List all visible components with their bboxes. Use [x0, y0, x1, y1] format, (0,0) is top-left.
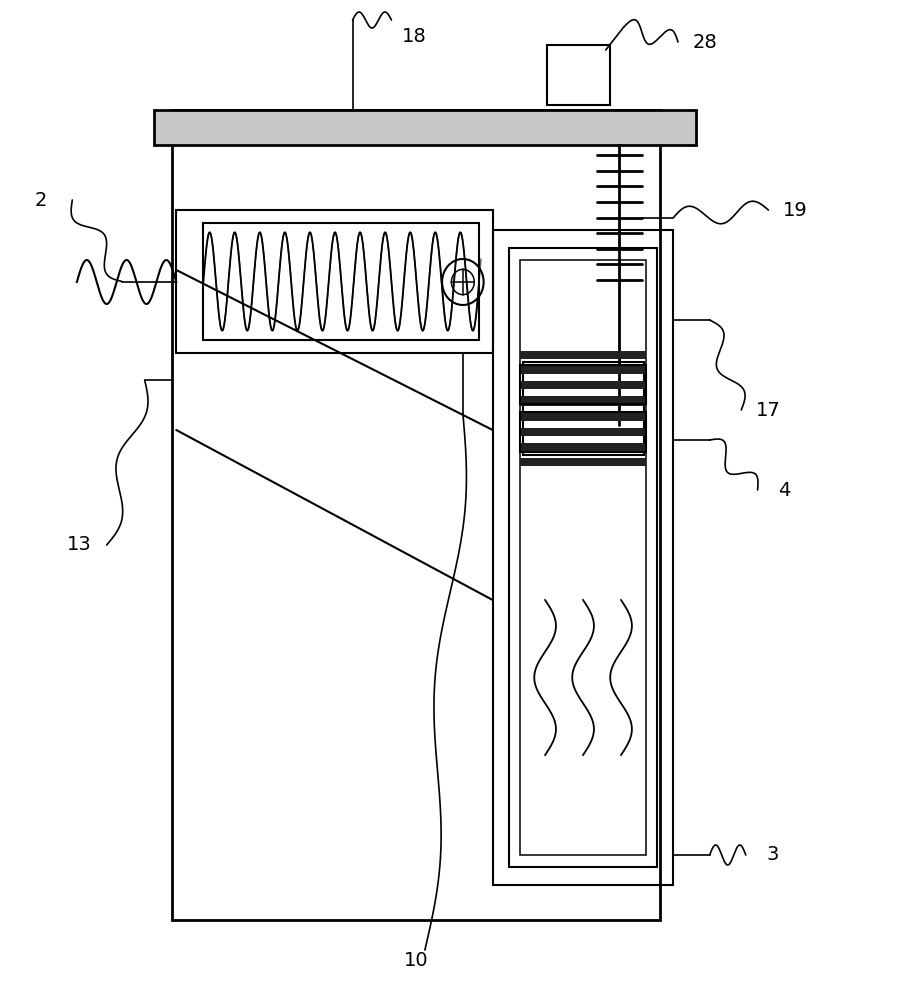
Bar	[519, 458, 646, 466]
Bar	[154, 110, 695, 145]
Bar	[546, 45, 610, 105]
Bar	[519, 412, 646, 452]
Bar	[519, 443, 646, 451]
Bar	[508, 248, 656, 867]
Bar	[519, 260, 646, 855]
Bar	[519, 365, 646, 373]
Text: 10: 10	[403, 950, 428, 970]
Bar	[176, 210, 492, 353]
Text: 17: 17	[755, 400, 780, 420]
Text: 2: 2	[34, 190, 47, 210]
Bar	[203, 223, 479, 340]
Text: 13: 13	[67, 536, 92, 554]
Bar	[172, 110, 659, 920]
Bar	[492, 230, 673, 885]
Text: 3: 3	[766, 846, 778, 864]
Bar	[519, 365, 646, 404]
Text: 4: 4	[777, 481, 790, 499]
Text: 18: 18	[401, 27, 426, 46]
Text: 28: 28	[692, 32, 717, 51]
Bar	[519, 396, 646, 404]
Bar	[519, 428, 646, 436]
Bar	[519, 413, 646, 421]
Bar	[519, 351, 646, 359]
Bar	[519, 411, 646, 419]
Bar	[522, 362, 643, 455]
Bar	[519, 398, 646, 406]
Bar	[519, 381, 646, 389]
Text: 19: 19	[782, 200, 807, 220]
